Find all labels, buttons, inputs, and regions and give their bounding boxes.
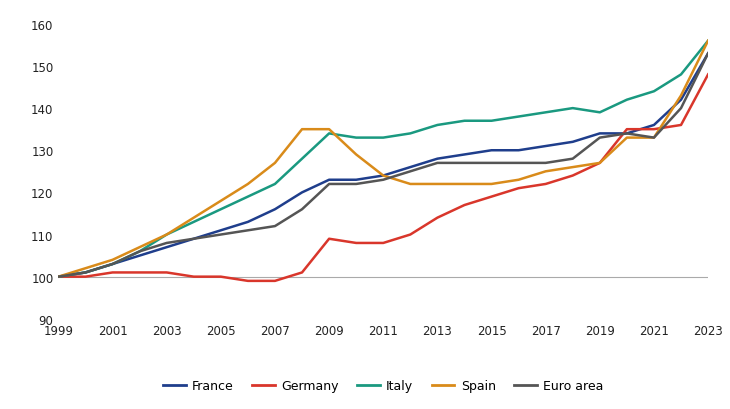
Legend: France, Germany, Italy, Spain, Euro area: France, Germany, Italy, Spain, Euro area [158,374,609,397]
